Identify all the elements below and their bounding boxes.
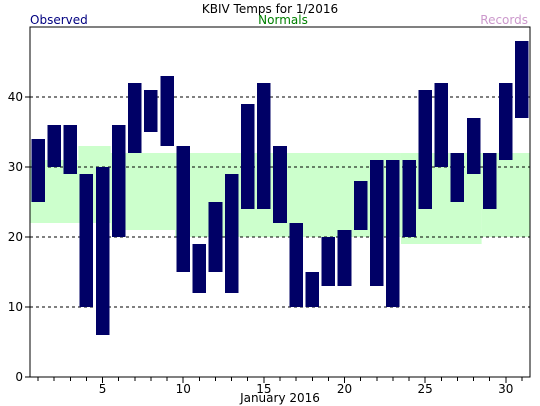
x-tick-label-25: 25 xyxy=(418,382,433,396)
legend-observed: Observed xyxy=(30,13,88,27)
observed-bar-day-29 xyxy=(482,153,497,209)
legend-records: Records xyxy=(480,13,528,27)
observed-bar-day-8 xyxy=(144,90,158,132)
x-tick-label-30: 30 xyxy=(498,382,513,396)
observed-bar-day-2 xyxy=(47,125,61,167)
y-tick-label-0: 0 xyxy=(15,370,23,384)
observed-bar-day-30 xyxy=(499,83,513,160)
observed-bar-day-7 xyxy=(128,83,142,153)
observed-bar-day-24 xyxy=(402,160,416,237)
observed-bar-day-21 xyxy=(353,181,368,230)
chart-title: KBIV Temps for 1/2016 xyxy=(202,2,338,16)
axes: 5 10 15 20 25 30 0 10 20 30 40 xyxy=(8,26,531,396)
observed-bar-day-17 xyxy=(289,223,303,307)
x-tick-label-20: 20 xyxy=(337,382,352,396)
observed-bar-day-15 xyxy=(257,83,271,209)
observed-bar-day-27 xyxy=(450,153,465,202)
observed-bar-day-1 xyxy=(31,139,45,202)
y-tick-label-10: 10 xyxy=(8,300,23,314)
observed-bar-day-23 xyxy=(386,160,400,307)
observed-bar-day-22 xyxy=(370,160,384,286)
x-tick-label-10: 10 xyxy=(176,382,191,396)
y-tick-label-30: 30 xyxy=(8,160,23,174)
observed-bar-day-20 xyxy=(337,230,352,286)
observed-bar-day-28 xyxy=(466,118,481,174)
legend-normals: Normals xyxy=(258,13,308,27)
x-axis-label: January 2016 xyxy=(239,391,320,405)
x-tick-label-5: 5 xyxy=(99,382,107,396)
observed-bar-day-14 xyxy=(240,104,255,209)
observed-bar-day-6 xyxy=(111,125,126,237)
observed-bars xyxy=(31,41,529,335)
observed-bar-day-26 xyxy=(434,83,449,167)
observed-bar-day-13 xyxy=(224,174,239,293)
observed-bar-day-25 xyxy=(418,90,432,209)
observed-bar-day-31 xyxy=(515,41,529,118)
observed-bar-day-11 xyxy=(192,244,207,293)
observed-bar-day-10 xyxy=(176,146,190,272)
observed-bar-day-12 xyxy=(208,202,223,272)
observed-bar-day-16 xyxy=(273,146,287,223)
x-tick-label-15: 15 xyxy=(256,382,271,396)
observed-bar-day-19 xyxy=(321,237,336,286)
observed-bar-day-18 xyxy=(305,272,320,307)
observed-bar-day-5 xyxy=(95,167,110,335)
y-tick-label-40: 40 xyxy=(8,90,23,104)
observed-bar-day-3 xyxy=(63,125,78,174)
y-tick-label-20: 20 xyxy=(8,230,23,244)
observed-bar-day-9 xyxy=(160,76,174,146)
observed-bar-day-4 xyxy=(79,174,94,307)
